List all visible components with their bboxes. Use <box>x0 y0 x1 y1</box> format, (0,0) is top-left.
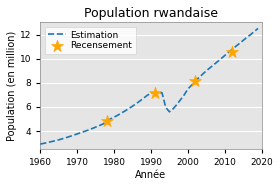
Y-axis label: Population (en million): Population (en million) <box>7 31 17 141</box>
Estimation <box>39 143 42 145</box>
Estimation <box>175 103 178 106</box>
Recensement <box>104 120 109 123</box>
Recensement <box>230 51 234 54</box>
Estimation <box>109 118 112 120</box>
Estimation <box>256 27 260 30</box>
Estimation <box>76 133 79 135</box>
Estimation <box>101 123 105 125</box>
Estimation <box>112 116 116 118</box>
Recensement <box>152 92 157 95</box>
Estimation <box>94 126 97 128</box>
Legend: Estimation, Recensement: Estimation, Recensement <box>45 27 136 54</box>
Line: Estimation: Estimation <box>40 28 258 144</box>
Title: Population rwandaise: Population rwandaise <box>84 7 218 20</box>
Recensement <box>193 80 197 83</box>
X-axis label: Année: Année <box>136 170 167 180</box>
